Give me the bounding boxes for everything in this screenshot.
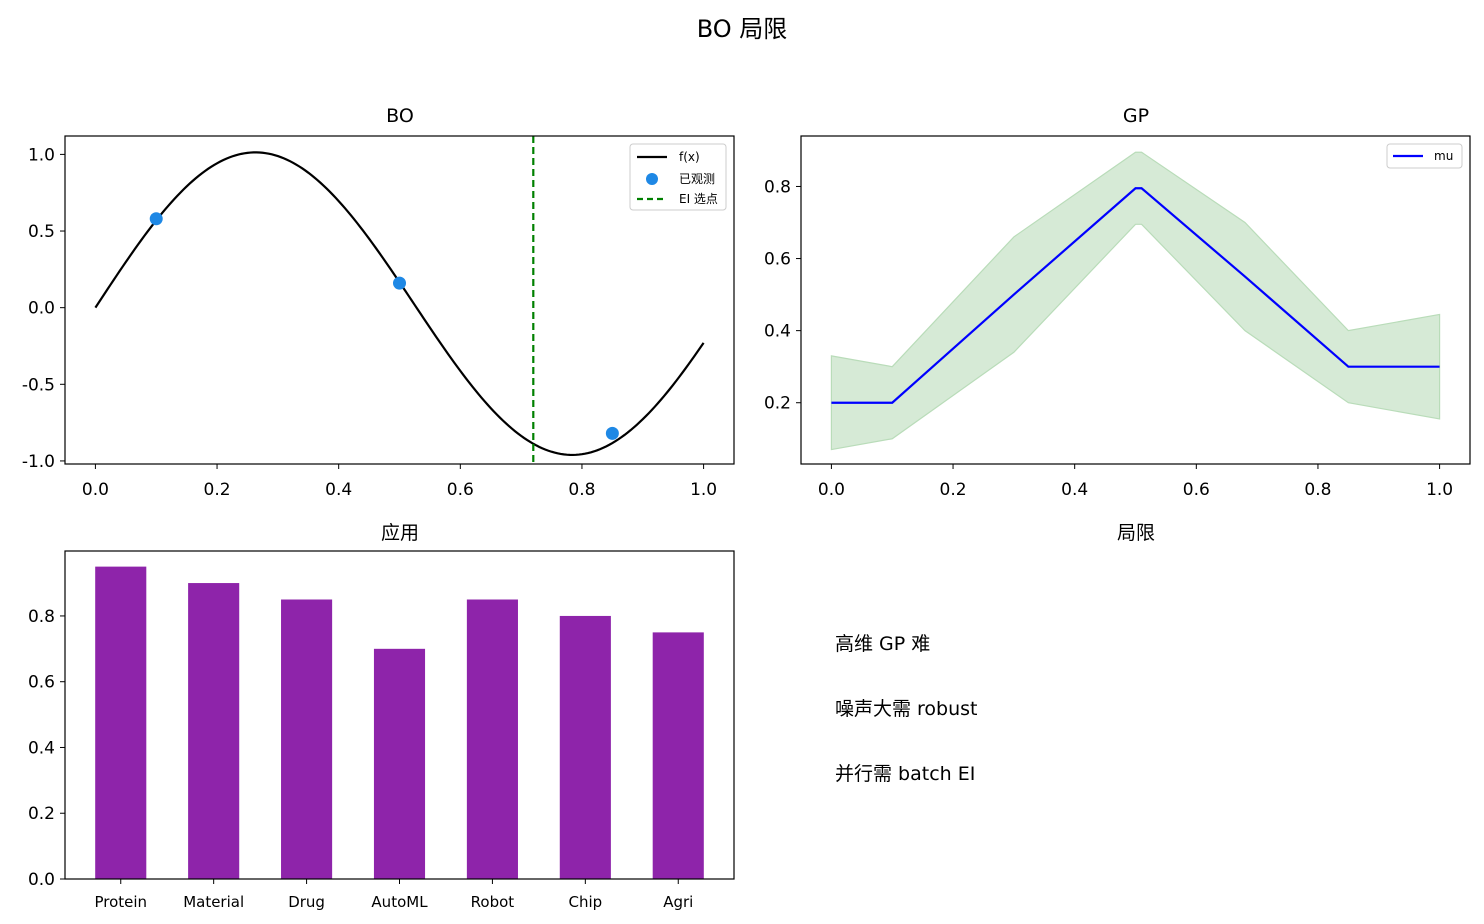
bar-category-label: AutoML <box>371 893 428 911</box>
panel-bo: BO 0.0 0.2 0.4 0.6 0.8 1.0 1.00.50.0-0.5-1.0 … <box>22 105 735 500</box>
bo-xtick-label: 0.0 <box>82 480 109 500</box>
limits-title: 局限 <box>1117 522 1155 544</box>
gp-xtick-label: 0.4 <box>1061 480 1088 500</box>
fx-curve <box>94 151 705 457</box>
bar-y-ticks: 0.8 0.6 0.4 0.2 0.0 <box>28 607 65 890</box>
limit-note-1: 高维 GP 难 <box>835 633 930 655</box>
gp-ytick-label: 0.8 <box>764 177 791 197</box>
bo-ytick-label: 0.5 <box>28 222 55 242</box>
gp-y-ticks: 0.8 0.6 0.4 0.2 <box>764 177 801 414</box>
gp-plot-area <box>830 151 1441 451</box>
bar <box>652 632 704 879</box>
observed-point <box>605 426 619 440</box>
bo-xtick-label: 0.6 <box>447 480 474 500</box>
gp-xtick-label: 0.6 <box>1183 480 1210 500</box>
bo-xtick-label: 0.2 <box>204 480 231 500</box>
gp-x-ticks: 0.0 0.2 0.4 0.6 0.8 1.0 <box>818 464 1453 500</box>
legend-mu-label: mu <box>1434 149 1453 163</box>
gp-axes-frame <box>800 135 1471 465</box>
bo-legend: f(x) 已观测 EI 选点 <box>629 143 727 211</box>
gp-ytick-label: 0.4 <box>764 322 791 342</box>
bar-category-label: Material <box>183 893 244 911</box>
limit-note-3: 并行需 batch EI <box>835 763 975 785</box>
legend-observed-swatch <box>646 173 658 185</box>
bar <box>95 566 147 879</box>
bo-x-ticks: 0.0 0.2 0.4 0.6 0.8 1.0 <box>82 464 717 500</box>
bar-ytick-label: 0.8 <box>28 607 55 627</box>
bo-ytick-label: -0.5 <box>22 375 55 395</box>
bar-category-label: Chip <box>568 893 602 911</box>
gp-xtick-label: 1.0 <box>1426 480 1453 500</box>
bo-xtick-label: 0.8 <box>568 480 595 500</box>
bar-ytick-label: 0.4 <box>28 738 55 758</box>
bar-ytick-label: 0.6 <box>28 673 55 693</box>
observed-point <box>149 212 163 226</box>
gp-xtick-label: 0.2 <box>940 480 967 500</box>
suptitle: BO 局限 <box>697 15 788 43</box>
bo-xtick-label: 0.4 <box>325 480 352 500</box>
bar <box>466 599 518 879</box>
limit-note-2: 噪声大需 robust <box>835 698 978 720</box>
gp-xtick-label: 0.0 <box>818 480 845 500</box>
bo-ytick-label: 1.0 <box>28 145 55 165</box>
panel-limits: 局限 高维 GP 难 噪声大需 robust 并行需 batch EI <box>835 522 1155 785</box>
bar-ytick-label: 0.0 <box>28 870 55 890</box>
gp-ytick-label: 0.6 <box>764 250 791 270</box>
gp-legend: mu <box>1386 143 1463 169</box>
gp-ytick-label: 0.2 <box>764 394 791 414</box>
bar-x-ticks: Protein Material Drug AutoML Robot Chip Agri <box>94 879 693 911</box>
bar-category-label: Drug <box>288 893 325 911</box>
legend-ei-label: EI 选点 <box>679 192 718 206</box>
gp-legend-box <box>1386 143 1463 169</box>
gp-xtick-label: 0.8 <box>1304 480 1331 500</box>
bo-ytick-label: -1.0 <box>22 452 55 472</box>
gp-title: GP <box>1123 105 1149 127</box>
confidence-band <box>830 151 1441 451</box>
bo-title: BO <box>386 105 414 127</box>
bar-category-label: Robot <box>471 893 515 911</box>
bar <box>559 615 611 879</box>
bar-ytick-label: 0.2 <box>28 804 55 824</box>
bar-category-label: Agri <box>663 893 693 911</box>
bo-legend-box <box>629 143 727 211</box>
bar <box>188 583 240 879</box>
mu-line <box>831 187 1440 404</box>
bo-y-ticks: 1.0 0.5 0.0 -0.5 -1.0 <box>22 145 65 472</box>
bo-xtick-label: 1.0 <box>690 480 717 500</box>
bar-title: 应用 <box>381 522 419 544</box>
bar <box>373 648 426 879</box>
bo-ytick-label: 0.0 <box>28 299 55 319</box>
bar <box>281 599 333 879</box>
bo-plot-area <box>94 136 705 464</box>
bar-plot-area <box>95 566 704 879</box>
legend-observed-label: 已观测 <box>679 172 715 186</box>
bo-axes-frame <box>64 135 735 465</box>
panel-gp: GP 0.0 0.2 0.4 0.6 0.8 1.0 0.8 0.6 0.4 0.2 mu <box>764 105 1471 500</box>
observed-point <box>393 276 406 290</box>
panel-applications: 应用 Protein Material Drug AutoML Robot Chip Agr… <box>28 522 735 911</box>
legend-fx-label: f(x) <box>679 150 700 164</box>
bar-category-label: Protein <box>94 893 147 911</box>
